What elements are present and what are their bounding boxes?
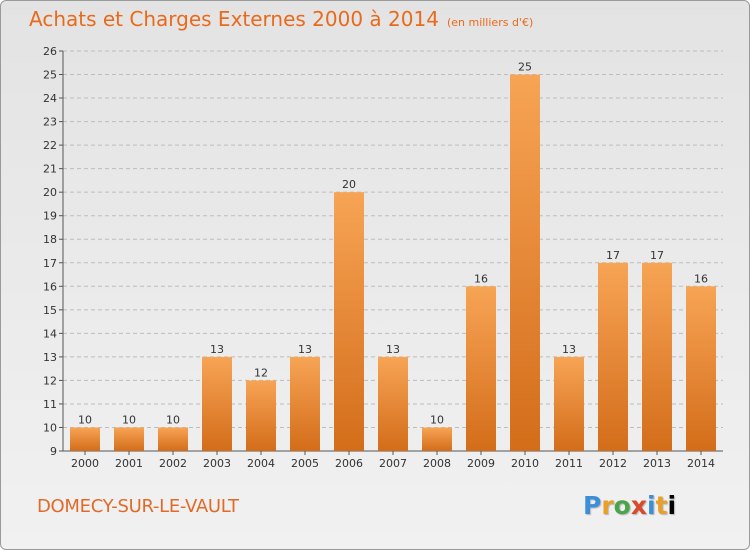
data-label: 10 xyxy=(430,413,444,426)
x-tick-label: 2003 xyxy=(203,457,231,470)
y-tick-label: 19 xyxy=(43,210,57,223)
data-label: 10 xyxy=(78,413,92,426)
bar-2011 xyxy=(554,356,584,451)
y-tick-label: 26 xyxy=(43,45,57,58)
y-tick-label: 16 xyxy=(43,280,57,293)
title-text: Achats et Charges Externes 2000 à 2014 xyxy=(29,7,439,31)
y-tick-label: 23 xyxy=(43,116,57,129)
data-label: 25 xyxy=(518,61,532,74)
data-label: 16 xyxy=(474,272,488,285)
proxiti-logo: Proxiti xyxy=(583,491,677,520)
chart-title: Achats et Charges Externes 2000 à 2014 (e… xyxy=(29,7,533,31)
x-tick-label: 2001 xyxy=(115,457,143,470)
y-tick-label: 17 xyxy=(43,257,57,270)
x-tick-label: 2012 xyxy=(599,457,627,470)
y-tick-label: 11 xyxy=(43,398,57,411)
x-tick-label: 2006 xyxy=(335,457,363,470)
bar-2008 xyxy=(422,427,452,451)
y-tick-label: 10 xyxy=(43,421,57,434)
x-tick-label: 2014 xyxy=(687,457,715,470)
x-tick-label: 2009 xyxy=(467,457,495,470)
bar-2004 xyxy=(246,380,276,451)
data-label: 20 xyxy=(342,178,356,191)
x-tick-label: 2013 xyxy=(643,457,671,470)
y-tick-label: 15 xyxy=(43,304,57,317)
y-tick-label: 9 xyxy=(50,445,57,458)
axes: 9 10 11 12 13 14 15 16 17 18 19 20 21 22 23 24 25 26 xyxy=(43,45,723,458)
town-name: DOMECY-SUR-LE-VAULT xyxy=(37,496,239,517)
y-tick-label: 24 xyxy=(43,92,57,105)
x-tick-label: 2004 xyxy=(247,457,275,470)
bar-2012 xyxy=(598,262,628,451)
bar-2000 xyxy=(70,427,100,451)
title-unit: (en milliers d'€) xyxy=(446,16,534,29)
bar-2009 xyxy=(466,286,496,451)
x-tick-label: 2007 xyxy=(379,457,407,470)
y-tick-label: 12 xyxy=(43,374,57,387)
bars xyxy=(70,74,716,452)
x-tick-label: 2011 xyxy=(555,457,583,470)
data-label: 13 xyxy=(386,343,400,356)
y-tick-label: 20 xyxy=(43,186,57,199)
data-label: 13 xyxy=(210,343,224,356)
data-label: 10 xyxy=(166,413,180,426)
data-label: 10 xyxy=(122,413,136,426)
data-label: 13 xyxy=(298,343,312,356)
data-label: 17 xyxy=(650,249,664,262)
data-label: 17 xyxy=(606,249,620,262)
bar-2010 xyxy=(510,74,540,451)
y-tick-label: 18 xyxy=(43,233,57,246)
x-tick-label: 2008 xyxy=(423,457,451,470)
y-tick-label: 13 xyxy=(43,351,57,364)
y-tick-label: 21 xyxy=(43,163,57,176)
x-tick-label: 2002 xyxy=(159,457,187,470)
x-tick-label: 2000 xyxy=(71,457,99,470)
bar-2013 xyxy=(642,262,672,451)
bar-2014 xyxy=(686,286,716,451)
bar-2006 xyxy=(334,192,364,452)
bar-2007 xyxy=(378,356,408,451)
data-label: 13 xyxy=(562,343,576,356)
y-tick-label: 22 xyxy=(43,139,57,152)
bar-2003 xyxy=(202,356,232,451)
bar-2005 xyxy=(290,356,320,451)
data-label: 16 xyxy=(694,272,708,285)
y-tick-label: 14 xyxy=(43,327,57,340)
bar-2001 xyxy=(114,427,144,451)
labels: 2000 10 2001 10 2002 10 2003 13 2004 12 2005 13 2006… xyxy=(71,61,715,470)
bar-2002 xyxy=(158,427,188,451)
data-label: 12 xyxy=(254,366,268,379)
x-tick-label: 2010 xyxy=(511,457,539,470)
x-tick-label: 2005 xyxy=(291,457,319,470)
y-tick-label: 25 xyxy=(43,69,57,82)
